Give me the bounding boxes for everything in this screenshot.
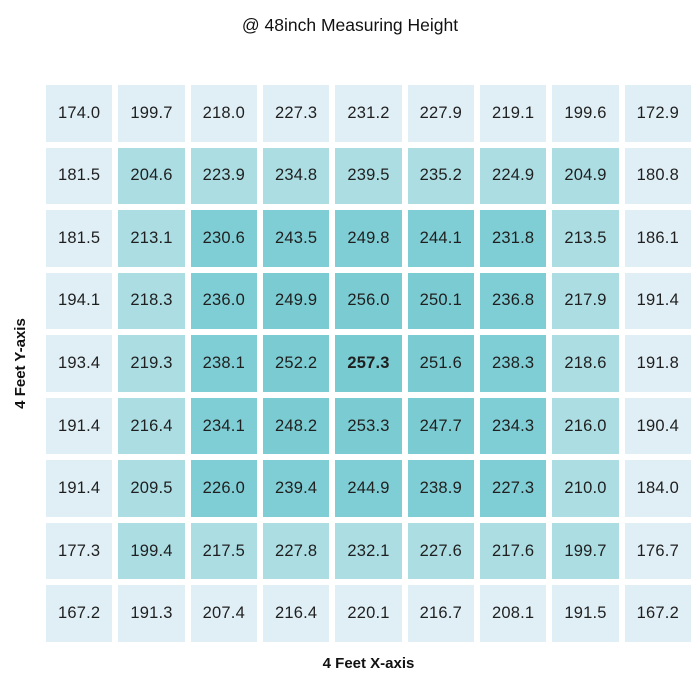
heatmap-cell: 180.8 <box>624 147 691 205</box>
heatmap-cell: 216.7 <box>407 585 474 642</box>
heatmap-cell: 219.3 <box>118 335 185 392</box>
heatmap-cell: 251.6 <box>407 335 474 392</box>
x-axis-label: 4 Feet X-axis <box>322 655 415 672</box>
heatmap-cell: 209.5 <box>118 460 185 517</box>
heatmap-cell: 191.3 <box>118 585 185 642</box>
heatmap-cell: 217.5 <box>190 522 257 580</box>
heatmap-cell: 190.4 <box>624 397 691 455</box>
heatmap-cell: 243.5 <box>263 210 330 267</box>
heatmap-cell: 231.2 <box>335 85 402 142</box>
heatmap-cell: 213.1 <box>118 210 185 267</box>
heatmap-cell: 239.4 <box>263 460 330 517</box>
heatmap-cell: 239.5 <box>335 147 402 205</box>
heatmap-cell: 167.2 <box>46 585 113 642</box>
heatmap-cell: 235.2 <box>407 147 474 205</box>
heatmap-cell: 181.5 <box>46 147 113 205</box>
heatmap-cell: 227.3 <box>263 85 330 142</box>
heatmap-cell: 227.3 <box>480 460 547 517</box>
heatmap-cell: 208.1 <box>480 585 547 642</box>
heatmap-cell: 199.6 <box>552 85 619 142</box>
heatmap-cell: 219.1 <box>480 85 547 142</box>
heatmap-cell: 181.5 <box>46 210 113 267</box>
heatmap-cell: 226.0 <box>190 460 257 517</box>
chart-title: @ 48inch Measuring Height <box>241 15 459 35</box>
heatmap-cell: 248.2 <box>263 397 330 455</box>
heatmap-cell: 234.1 <box>190 397 257 455</box>
heatmap-cell: 257.3 <box>335 335 402 392</box>
heatmap-cell: 177.3 <box>46 522 113 580</box>
heatmap-cell: 238.9 <box>407 460 474 517</box>
heatmap-cell: 244.1 <box>407 210 474 267</box>
heatmap-cell: 213.5 <box>552 210 619 267</box>
heatmap-cell: 216.0 <box>552 397 619 455</box>
heatmap-cell: 227.8 <box>263 522 330 580</box>
heatmap-cell: 231.8 <box>480 210 547 267</box>
heatmap-cell: 234.3 <box>480 397 547 455</box>
heatmap-cell: 210.0 <box>552 460 619 517</box>
heatmap-cell: 167.2 <box>624 585 691 642</box>
heatmap-cell: 227.6 <box>407 522 474 580</box>
heatmap-cell: 217.6 <box>480 522 547 580</box>
heatmap-cell: 218.0 <box>190 85 257 142</box>
heatmap-cell: 252.2 <box>263 335 330 392</box>
heatmap-cell: 174.0 <box>46 85 113 142</box>
heatmap-cell: 249.9 <box>263 272 330 330</box>
heatmap-cell: 232.1 <box>335 522 402 580</box>
heatmap-grid: 174.0 199.7 218.0 227.3 231.2 227.9 219.1 199.6… <box>46 85 691 642</box>
heatmap-cell: 244.9 <box>335 460 402 517</box>
heatmap-cell: 186.1 <box>624 210 691 267</box>
y-axis-label: 4 Feet Y-axis <box>11 318 29 409</box>
heatmap-cell: 220.1 <box>335 585 402 642</box>
heatmap-cell: 234.8 <box>263 147 330 205</box>
heatmap-cell: 191.8 <box>624 335 691 392</box>
heatmap-cell: 204.6 <box>118 147 185 205</box>
heatmap-cell: 238.3 <box>480 335 547 392</box>
heatmap-cell: 256.0 <box>335 272 402 330</box>
heatmap-cell: 218.6 <box>552 335 619 392</box>
heatmap-cell: 191.4 <box>46 460 113 517</box>
heatmap-cell: 199.7 <box>118 85 185 142</box>
heatmap-cell: 204.9 <box>552 147 619 205</box>
y-axis-label-wrap: 4 Feet Y-axis <box>0 85 40 642</box>
heatmap-cell: 224.9 <box>480 147 547 205</box>
heatmap-cell: 176.7 <box>624 522 691 580</box>
heatmap-cell: 238.1 <box>190 335 257 392</box>
heatmap-cell: 230.6 <box>190 210 257 267</box>
heatmap-cell: 193.4 <box>46 335 113 392</box>
heatmap-cell: 247.7 <box>407 397 474 455</box>
heatmap-cell: 249.8 <box>335 210 402 267</box>
heatmap-cell: 191.4 <box>46 397 113 455</box>
heatmap-cell: 207.4 <box>190 585 257 642</box>
heatmap-cell: 236.8 <box>480 272 547 330</box>
heatmap-cell: 236.0 <box>190 272 257 330</box>
heatmap-cell: 199.4 <box>118 522 185 580</box>
heatmap-cell: 250.1 <box>407 272 474 330</box>
heatmap-cell: 223.9 <box>190 147 257 205</box>
heatmap-cell: 199.7 <box>552 522 619 580</box>
heatmap-cell: 218.3 <box>118 272 185 330</box>
heatmap-cell: 227.9 <box>407 85 474 142</box>
heatmap-cell: 216.4 <box>118 397 185 455</box>
heatmap-cell: 191.5 <box>552 585 619 642</box>
heatmap-cell: 191.4 <box>624 272 691 330</box>
heatmap-cell: 253.3 <box>335 397 402 455</box>
heatmap-cell: 217.9 <box>552 272 619 330</box>
heatmap-cell: 172.9 <box>624 85 691 142</box>
heatmap-cell: 184.0 <box>624 460 691 517</box>
heatmap-cell: 216.4 <box>263 585 330 642</box>
heatmap-cell: 194.1 <box>46 272 113 330</box>
